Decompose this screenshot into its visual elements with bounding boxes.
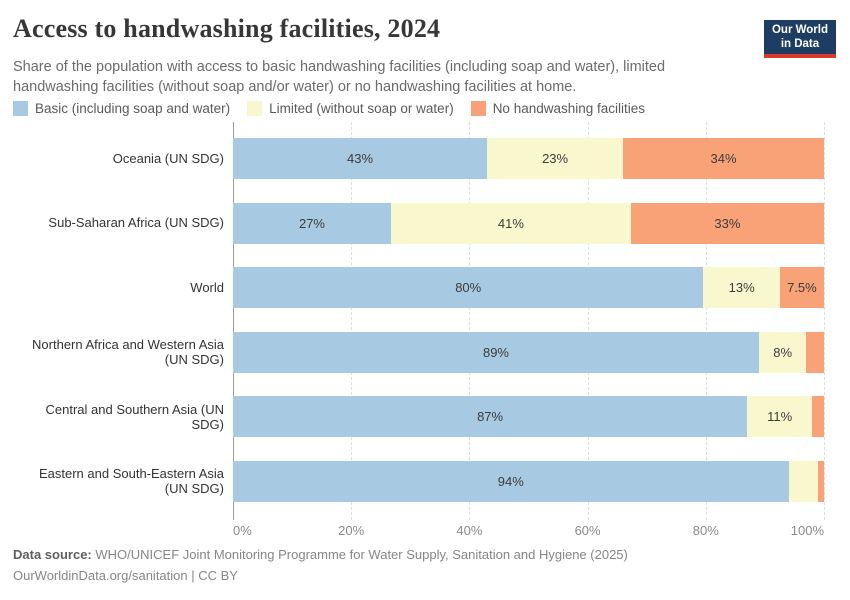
datasource-line: Data source: WHO/UNICEF Joint Monitoring… (13, 544, 628, 565)
chart-row: Oceania (UN SDG) 43% 23% 34% (0, 138, 824, 179)
legend-label: Limited (without soap or water) (269, 101, 454, 116)
bar-segment[interactable] (818, 460, 824, 502)
category-label[interactable]: Central and Southern Asia (UN SDG) (45, 401, 224, 432)
ccby-link[interactable]: CC BY (198, 568, 238, 583)
bar-segment[interactable]: 11% (747, 396, 813, 438)
bar-segment[interactable]: 80% (233, 267, 704, 309)
gridline (587, 122, 589, 520)
stacked-bar: 80% 13% 7.5% (233, 267, 824, 309)
plot-area: Oceania (UN SDG) 43% 23% 34% Sub-Saharan Afr… (0, 122, 850, 538)
legend-item[interactable]: Basic (including soap and water) (13, 101, 230, 116)
datasource-label: Data source: (13, 547, 92, 562)
bar-segment[interactable]: 8% (758, 331, 807, 373)
legend-swatch-icon (13, 101, 28, 116)
stacked-bar: 27% 41% 33% (233, 202, 824, 244)
stacked-bar: 89% 8% (233, 331, 824, 373)
gridline (351, 122, 353, 520)
chart-row: Sub-Saharan Africa (UN SDG) 27% 41% 33% (0, 202, 824, 244)
license-line: OurWorldinData.org/sanitation | CC BY (13, 565, 628, 586)
chart-subtitle: Share of the population with access to b… (13, 59, 666, 95)
bar-segment[interactable]: 89% (233, 331, 759, 373)
legend-item[interactable]: Limited (without soap or water) (247, 101, 454, 116)
category-label[interactable]: World (190, 280, 224, 296)
separator: | (187, 568, 199, 583)
value-label: 41% (497, 215, 524, 231)
category-label[interactable]: Oceania (UN SDG) (112, 150, 224, 166)
legend-label: No handwashing facilities (492, 101, 646, 116)
category-label[interactable]: Sub-Saharan Africa (UN SDG) (48, 215, 224, 231)
owid-logo[interactable]: Our World in Data (763, 20, 836, 59)
x-tick-label: 0% (233, 523, 252, 538)
value-label: 43% (347, 151, 374, 166)
bar-segment[interactable]: 41% (390, 202, 631, 244)
bar-segment[interactable]: 13% (703, 267, 780, 309)
stacked-bar: 43% 23% 34% (233, 138, 824, 179)
chart-row: Central and Southern Asia (UN SDG) 87% 11% (0, 396, 824, 438)
chart-row: Eastern and South-Eastern Asia (UN SDG) 9… (0, 460, 824, 502)
gridline (705, 122, 707, 520)
legend-label: Basic (including soap and water) (35, 101, 231, 116)
bar-segment[interactable]: 33% (630, 202, 824, 244)
x-tick-label: 60% (574, 523, 601, 538)
owid-logo-line1: Our World (771, 24, 828, 36)
value-label: 7.5% (787, 280, 817, 296)
category-label[interactable]: Eastern and South-Eastern Asia (UN SDG) (38, 466, 224, 497)
legend-swatch-icon (247, 101, 263, 116)
value-label: 89% (482, 344, 509, 360)
legend-swatch-icon (470, 101, 486, 116)
chart-row: World 80% 13% 7.5% (0, 267, 824, 309)
bar-segment[interactable]: 87% (233, 396, 748, 438)
value-label: 34% (710, 151, 737, 166)
bar-segment[interactable]: 34% (623, 138, 824, 179)
value-label: 27% (298, 215, 325, 231)
legend-item[interactable]: No handwashing facilities (470, 101, 646, 116)
bar-segment[interactable] (788, 460, 819, 502)
owid-link[interactable]: OurWorldinData.org/sanitation (13, 568, 188, 583)
x-tick-label: 100% (790, 523, 824, 538)
x-axis-labels: 0% 20% 40% 60% 80% 100% (233, 523, 824, 539)
bar-segment[interactable] (812, 396, 824, 438)
chart-row: Northern Africa and Western Asia (UN SDG… (0, 331, 824, 373)
x-tick-label: 80% (692, 523, 719, 538)
bar-segment[interactable]: 23% (487, 138, 624, 179)
stacked-bar: 87% 11% (233, 396, 824, 438)
bar-segment[interactable]: 7.5% (779, 267, 824, 309)
stacked-bar: 94% (233, 460, 824, 502)
value-label: 23% (542, 151, 569, 166)
datasource-text: WHO/UNICEF Joint Monitoring Programme fo… (91, 547, 628, 562)
legend: Basic (including soap and water) Limited … (13, 101, 645, 116)
gridline (469, 122, 471, 520)
owid-logo-line2: in Data (780, 37, 820, 50)
footer: Data source: WHO/UNICEF Joint Monitoring… (13, 544, 628, 586)
value-label: 80% (455, 280, 482, 296)
value-label: 87% (477, 409, 504, 425)
bar-rows: Oceania (UN SDG) 43% 23% 34% Sub-Saharan Afr… (0, 138, 824, 502)
y-axis-line (233, 122, 234, 520)
bar-segment[interactable]: 94% (233, 460, 789, 502)
category-label[interactable]: Northern Africa and Western Asia (UN SDG… (32, 336, 224, 368)
gridline (824, 122, 825, 520)
x-tick-label: 20% (338, 523, 365, 538)
gridlines (233, 122, 825, 520)
bar-segment[interactable]: 27% (233, 202, 391, 244)
x-tick-label: 40% (456, 523, 483, 538)
value-label: 13% (728, 280, 755, 296)
bar-segment[interactable] (806, 331, 824, 373)
value-label: 8% (773, 344, 793, 360)
bar-segment[interactable]: 43% (233, 138, 488, 179)
value-label: 94% (497, 473, 524, 489)
value-label: 33% (714, 215, 741, 231)
value-label: 11% (767, 409, 793, 425)
chart-title: Access to handwashing facilities, 2024 (13, 14, 441, 43)
